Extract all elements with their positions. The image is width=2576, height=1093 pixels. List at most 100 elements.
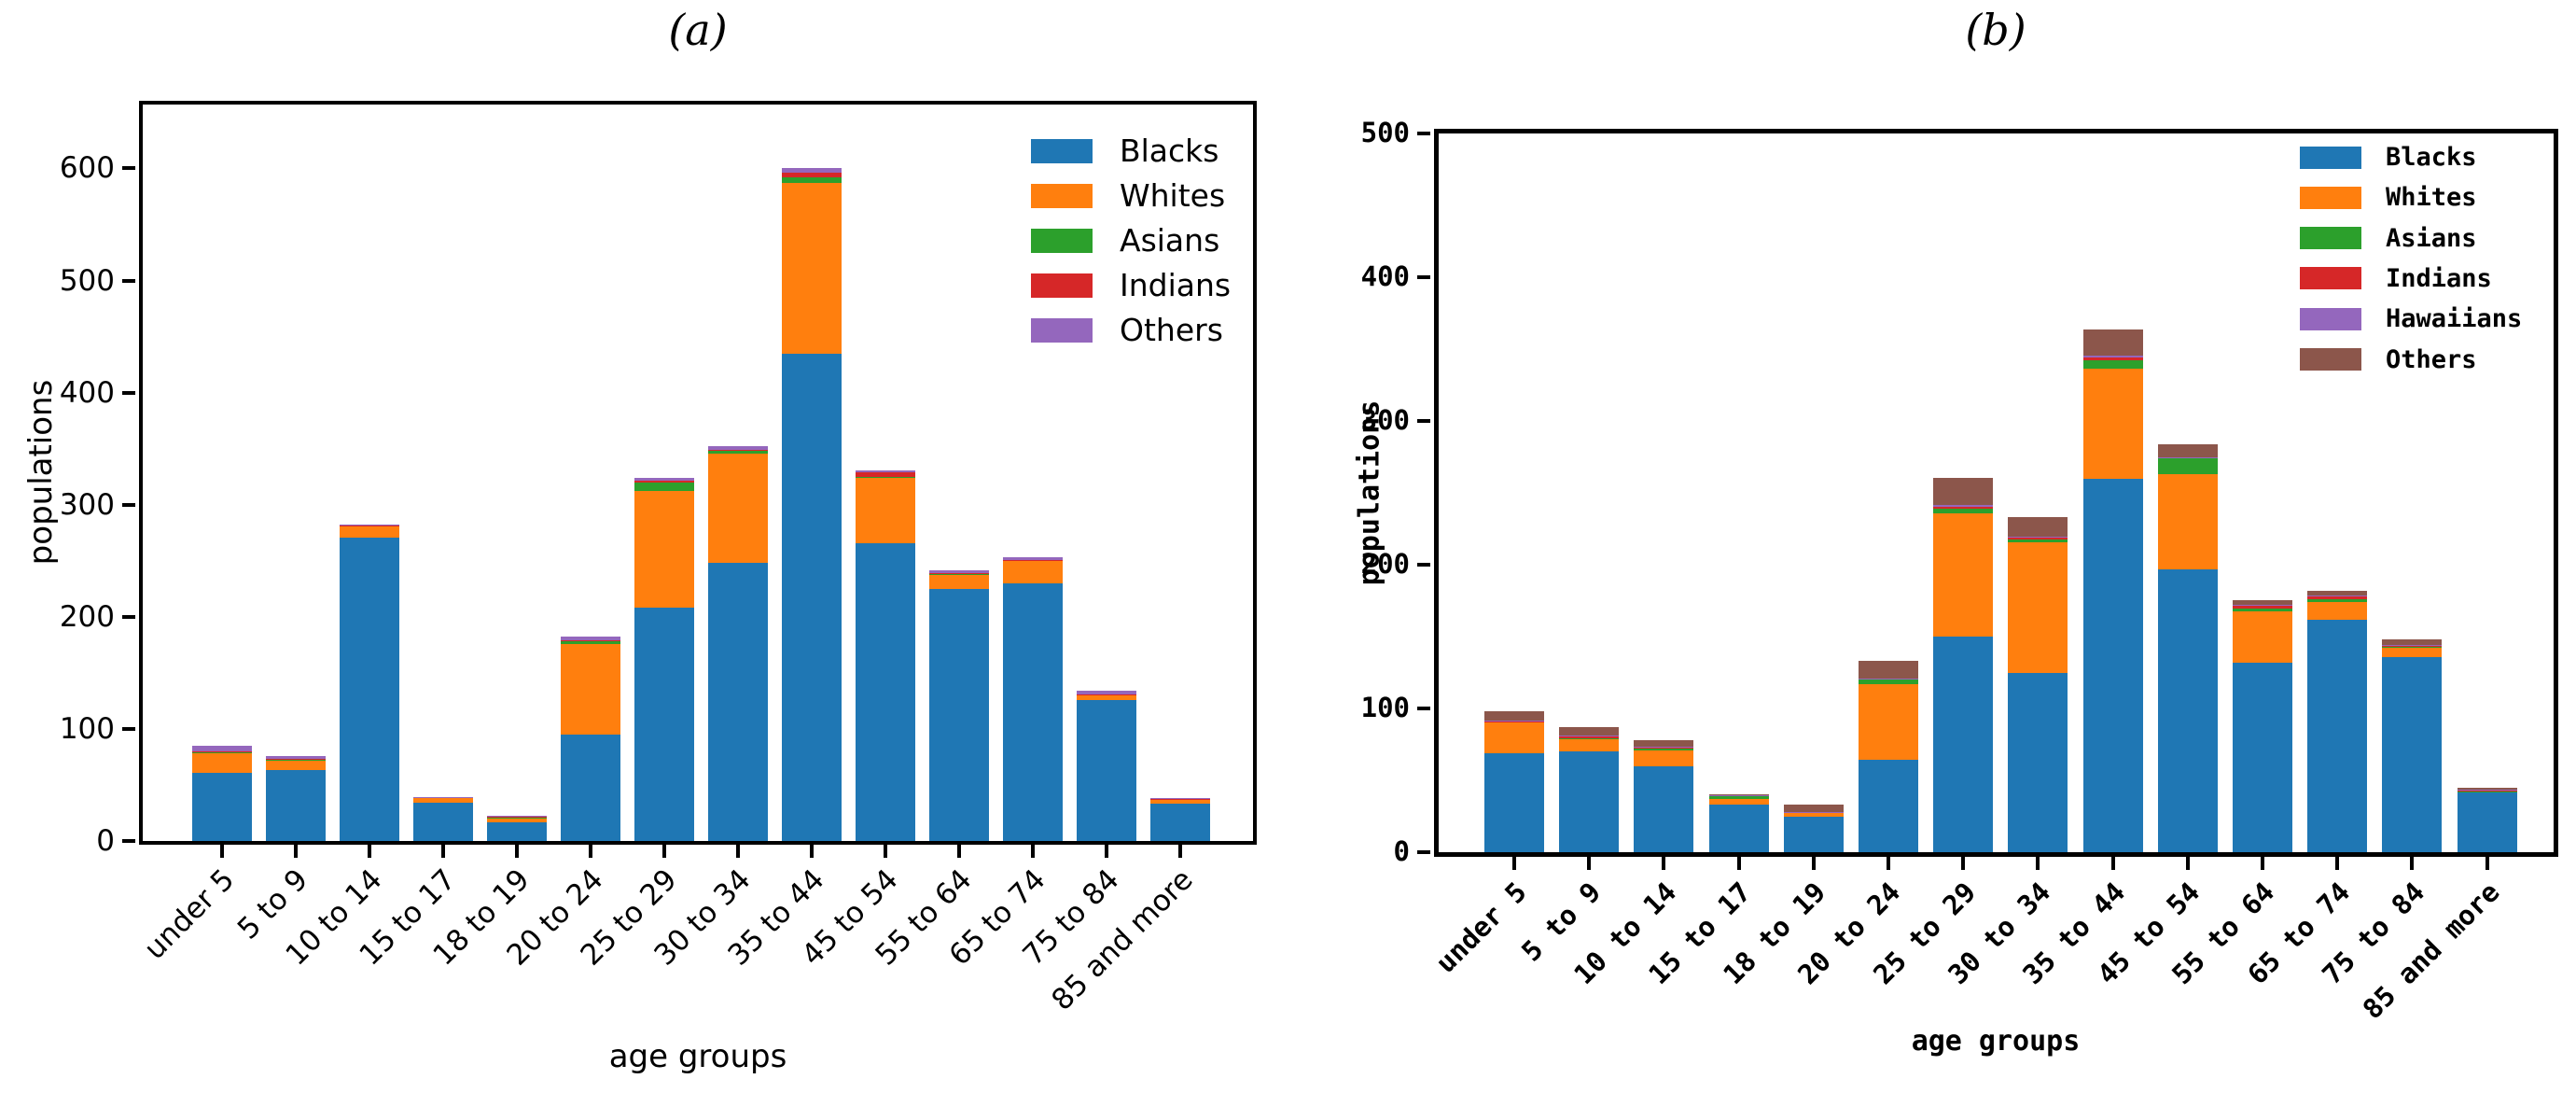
- x-tick: [809, 845, 814, 858]
- bar-segment-others: [2157, 443, 2218, 457]
- legend-label: Blacks: [2386, 143, 2477, 172]
- legend-swatch-asians: [2300, 227, 2361, 250]
- bar-stack: [2457, 133, 2517, 852]
- bar-segment-blacks: [1859, 760, 1918, 852]
- bar-stack: [412, 105, 473, 841]
- bar-segment-asians: [339, 525, 399, 527]
- chart-b-xlabel: age groups: [1911, 1025, 2081, 1058]
- bar-stack: [486, 105, 547, 841]
- y-tick-label: 300: [59, 487, 115, 522]
- bar-segment-asians: [2382, 647, 2443, 649]
- legend-swatch-others: [2300, 348, 2361, 371]
- legend-item: Indians: [2300, 264, 2492, 293]
- bar-segment-whites: [2307, 602, 2368, 620]
- legend-item: Asians: [2300, 224, 2477, 253]
- legend-item: Others: [1031, 312, 1223, 348]
- bar-segment-blacks: [1484, 752, 1544, 852]
- legend-item: Whites: [1031, 177, 1225, 214]
- bar-stack: [1484, 133, 1544, 852]
- x-tick: [1587, 857, 1592, 870]
- bar-segment-others: [1783, 805, 1844, 812]
- bar-stack: [2382, 133, 2443, 852]
- legend-label: Asians: [2386, 223, 2477, 253]
- x-tick: [1512, 857, 1516, 870]
- bar-segment-hawaiians: [1859, 678, 1918, 680]
- bar-segment-blacks: [1076, 699, 1136, 841]
- bar-segment-indians: [1859, 679, 1918, 680]
- x-tick: [1736, 857, 1741, 870]
- bar-segment-others: [2082, 329, 2143, 356]
- bar-segment-blacks: [2382, 656, 2443, 852]
- bar-segment-blacks: [1783, 817, 1844, 852]
- bar-segment-others: [1002, 556, 1063, 561]
- bar-segment-indians: [1933, 507, 1994, 509]
- legend-swatch-asians: [1031, 228, 1093, 253]
- bar-segment-blacks: [2082, 478, 2143, 852]
- bar-segment-whites: [2382, 648, 2443, 657]
- x-tick: [588, 845, 592, 858]
- bar-segment-whites: [265, 759, 326, 771]
- bar-segment-whites: [486, 817, 547, 822]
- bar-segment-asians: [1559, 738, 1620, 740]
- bar-stack: [2082, 133, 2143, 852]
- legend-label: Whites: [1120, 177, 1226, 214]
- x-tick: [1030, 845, 1035, 858]
- y-tick: [122, 166, 135, 171]
- bar-segment-others: [2008, 517, 2068, 537]
- legend-swatch-indians: [1031, 273, 1093, 298]
- bar-segment-whites: [707, 454, 768, 564]
- bar-segment-blacks: [339, 537, 399, 841]
- bar-segment-asians: [928, 573, 989, 575]
- x-tick: [293, 845, 298, 858]
- y-tick-label: 600: [59, 151, 115, 186]
- bar-segment-whites: [191, 752, 252, 773]
- bar-stack: [1859, 133, 1918, 852]
- bar-segment-others: [707, 446, 768, 451]
- x-tick: [2335, 857, 2340, 870]
- legend-label: Indians: [1120, 267, 1232, 303]
- x-tick: [735, 845, 740, 858]
- bar-segment-asians: [855, 476, 915, 478]
- bar-stack: [1783, 133, 1844, 852]
- bar-segment-blacks: [486, 821, 547, 841]
- bar-segment-others: [928, 569, 989, 573]
- x-tick: [1887, 857, 1890, 870]
- bar-segment-whites: [1859, 683, 1918, 761]
- bar-stack: [1149, 105, 1210, 841]
- bar-segment-hawaiians: [2082, 355, 2143, 358]
- bar-segment-whites: [2008, 542, 2068, 674]
- x-tick: [2110, 857, 2115, 870]
- bar-segment-hawaiians: [1484, 721, 1544, 722]
- bar-segment-others: [1933, 477, 1994, 506]
- y-tick-label: 100: [59, 711, 115, 746]
- bar-segment-hawaiians: [1933, 505, 1994, 508]
- bar-segment-asians: [634, 483, 694, 492]
- y-tick-label: 500: [59, 263, 115, 298]
- x-tick: [367, 845, 371, 858]
- bar-segment-others: [855, 469, 915, 472]
- bar-segment-others: [560, 637, 620, 641]
- bar-segment-others: [191, 745, 252, 751]
- bar-stack: [707, 105, 768, 841]
- bar-stack: [855, 105, 915, 841]
- bar-segment-whites: [1149, 799, 1210, 805]
- bar-segment-indians: [2233, 605, 2292, 609]
- bar-stack: [2233, 133, 2292, 852]
- bar-stack: [928, 105, 989, 841]
- bar-segment-asians: [707, 450, 768, 455]
- bar-segment-whites: [2082, 368, 2143, 479]
- bar-segment-whites: [1933, 512, 1994, 637]
- bar-segment-blacks: [2457, 792, 2517, 852]
- legend-label: Asians: [1120, 222, 1220, 259]
- bar-segment-others: [1076, 691, 1136, 694]
- bar-stack: [1708, 133, 1769, 852]
- bar-segment-whites: [781, 183, 842, 354]
- bar-segment-asians: [2233, 608, 2292, 612]
- bar-segment-indians: [634, 480, 694, 483]
- bar-segment-whites: [412, 797, 473, 803]
- bar-segment-asians: [1634, 748, 1694, 750]
- legend-item: Blacks: [2300, 143, 2477, 172]
- bar-segment-whites: [634, 491, 694, 609]
- x-tick: [1662, 857, 1666, 870]
- y-tick: [1417, 850, 1430, 854]
